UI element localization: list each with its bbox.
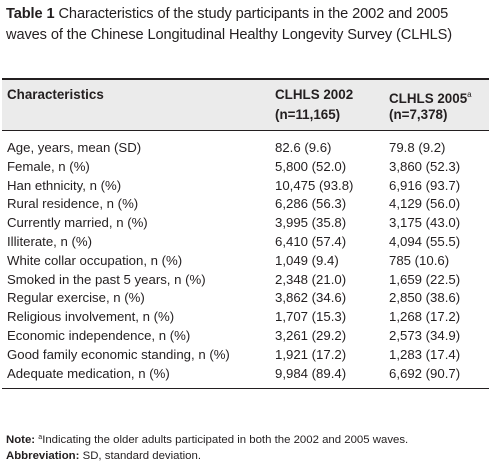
row-label: Rural residence, n (%) bbox=[7, 196, 139, 212]
table-label: Table 1 bbox=[6, 6, 55, 22]
row-label: Illiterate, n (%) bbox=[7, 233, 93, 249]
table-row: Good family economic standing, n (%) 1,9… bbox=[2, 346, 489, 365]
row-label: Religious involvement, n (%) bbox=[7, 309, 175, 325]
table-body: Age, years, mean (SD) 82.6 (9.6) 79.8 (9… bbox=[2, 139, 489, 383]
table-row: Age, years, mean (SD) 82.6 (9.6) 79.8 (9… bbox=[2, 139, 489, 158]
row-label: Adequate medication, n (%) bbox=[7, 365, 170, 381]
table-row: Religious involvement, n (%) 1,707 (15.3… bbox=[2, 308, 489, 327]
row-value-2002: 5,800 (52.0) bbox=[275, 158, 347, 174]
table-row: Adequate medication, n (%) 9,984 (89.4) … bbox=[2, 365, 489, 384]
table-row: Han ethnicity, n (%) 10,475 (93.8) 6,916… bbox=[2, 177, 489, 196]
table-row: Economic independence, n (%) 3,261 (29.2… bbox=[2, 327, 489, 346]
row-value-2002: 6,286 (56.3) bbox=[275, 196, 347, 212]
header-clhls-2005: CLHLS 2005a bbox=[389, 86, 472, 108]
row-label: Han ethnicity, n (%) bbox=[7, 177, 122, 193]
row-label: Economic independence, n (%) bbox=[7, 327, 191, 343]
abbreviation-label: Abbreviation: bbox=[6, 450, 80, 462]
row-label: Age, years, mean (SD) bbox=[7, 140, 142, 155]
abbreviation-text: SD, standard deviation. bbox=[82, 450, 201, 462]
row-label: Regular exercise, n (%) bbox=[7, 290, 145, 306]
row-value-2002: 1,049 (9.4) bbox=[275, 252, 339, 268]
table-row: Currently married, n (%) 3,995 (35.8) 3,… bbox=[2, 214, 489, 233]
row-value-2002: 3,261 (29.2) bbox=[275, 327, 347, 343]
table-abbreviation: Abbreviation: SD, standard deviation. bbox=[6, 448, 488, 464]
row-value-2002: 9,984 (89.4) bbox=[275, 365, 347, 381]
row-label: Currently married, n (%) bbox=[7, 215, 148, 231]
table-bottom-rule bbox=[2, 388, 489, 389]
note-footnote-marker: a bbox=[38, 434, 43, 441]
row-value-2005: 785 (10.6) bbox=[389, 252, 450, 268]
header-clhls-2005-footnote-marker: a bbox=[467, 90, 472, 99]
table-row: Female, n (%) 5,800 (52.0) 3,860 (52.3) bbox=[2, 158, 489, 177]
row-value-2005: 6,916 (93.7) bbox=[389, 177, 461, 193]
row-value-2002: 3,995 (35.8) bbox=[275, 215, 347, 231]
row-value-2002: 1,921 (17.2) bbox=[275, 346, 347, 362]
header-characteristics: Characteristics bbox=[7, 87, 104, 102]
table-title: Characteristics of the study participant… bbox=[6, 6, 453, 43]
row-value-2005: 3,175 (43.0) bbox=[389, 215, 461, 231]
table-row: Regular exercise, n (%) 3,862 (34.6) 2,8… bbox=[2, 289, 489, 308]
row-label: Good family economic standing, n (%) bbox=[7, 346, 230, 362]
row-value-2002: 3,862 (34.6) bbox=[275, 290, 347, 306]
row-value-2005: 2,573 (34.9) bbox=[389, 327, 461, 343]
row-value-2002: 2,348 (21.0) bbox=[275, 271, 347, 287]
table-row: Smoked in the past 5 years, n (%) 2,348 … bbox=[2, 271, 489, 290]
table-note: Note: aIndicating the older adults parti… bbox=[6, 430, 488, 448]
note-text: Indicating the older adults participated… bbox=[42, 434, 409, 446]
row-label: Smoked in the past 5 years, n (%) bbox=[7, 271, 206, 287]
row-value-2005: 2,850 (38.6) bbox=[389, 290, 461, 306]
table-caption: Table 1 Characteristics of the study par… bbox=[6, 4, 486, 46]
row-value-2002: 6,410 (57.4) bbox=[275, 233, 347, 249]
table-row: Rural residence, n (%) 6,286 (56.3) 4,12… bbox=[2, 195, 489, 214]
row-value-2002: 1,707 (15.3) bbox=[275, 309, 347, 325]
row-label: White collar occupation, n (%) bbox=[7, 252, 183, 268]
header-clhls-2005-text: CLHLS 2005 bbox=[389, 91, 468, 106]
row-value-2002: 82.6 (9.6) bbox=[275, 140, 332, 155]
row-value-2005: 79.8 (9.2) bbox=[389, 140, 446, 155]
table-header: Characteristics CLHLS 2002 (n=11,165) CL… bbox=[2, 80, 489, 131]
table-row: White collar occupation, n (%) 1,049 (9.… bbox=[2, 252, 489, 271]
header-clhls-2005-n: (n=7,378) bbox=[389, 107, 448, 122]
row-value-2005: 6,692 (90.7) bbox=[389, 365, 461, 381]
table-top-rule bbox=[2, 78, 489, 80]
table-row: Illiterate, n (%) 6,410 (57.4) 4,094 (55… bbox=[2, 233, 489, 252]
row-value-2005: 1,659 (22.5) bbox=[389, 271, 461, 287]
row-value-2005: 4,129 (56.0) bbox=[389, 196, 461, 212]
row-value-2005: 4,094 (55.5) bbox=[389, 233, 461, 249]
row-label: Female, n (%) bbox=[7, 158, 90, 174]
table-notes: Note: aIndicating the older adults parti… bbox=[6, 430, 488, 464]
row-value-2002: 10,475 (93.8) bbox=[275, 177, 354, 193]
header-clhls-2002-n: (n=11,165) bbox=[275, 107, 341, 122]
note-label: Note: bbox=[6, 434, 36, 446]
row-value-2005: 1,268 (17.2) bbox=[389, 309, 461, 325]
header-clhls-2002: CLHLS 2002 bbox=[275, 87, 354, 102]
row-value-2005: 3,860 (52.3) bbox=[389, 158, 461, 174]
row-value-2005: 1,283 (17.4) bbox=[389, 346, 461, 362]
